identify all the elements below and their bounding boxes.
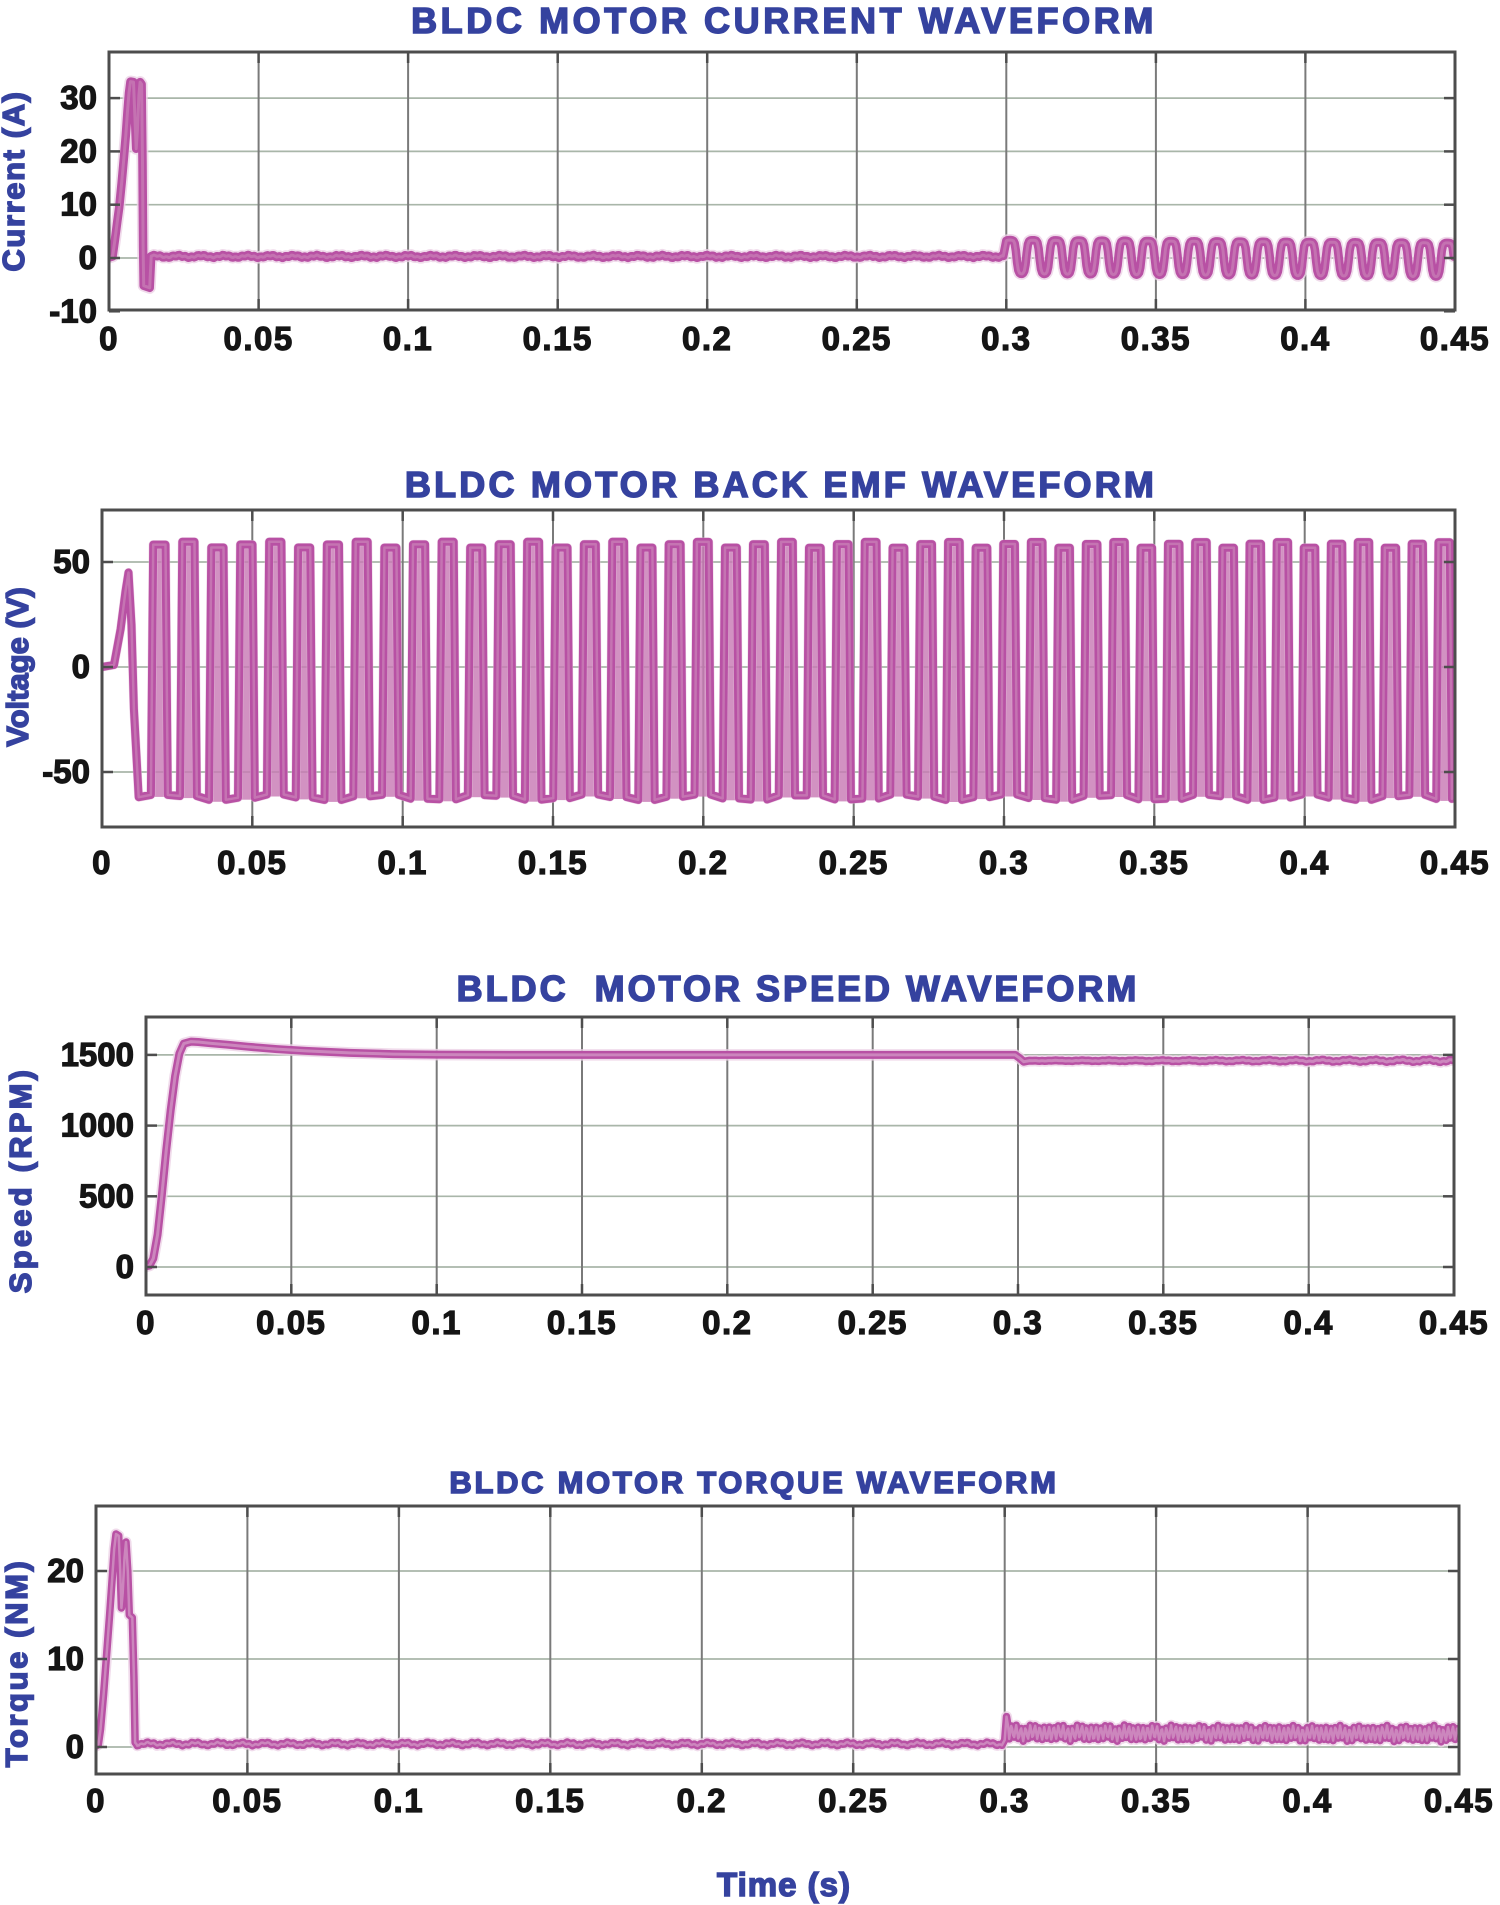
svg-text:1500: 1500: [61, 1036, 134, 1073]
svg-text:0.4: 0.4: [1280, 844, 1330, 881]
svg-text:0: 0: [79, 239, 97, 276]
svg-text:0: 0: [116, 1248, 134, 1285]
svg-text:0: 0: [66, 1728, 84, 1765]
svg-text:0.25: 0.25: [818, 1782, 888, 1819]
svg-text:0: 0: [136, 1304, 156, 1341]
svg-text:Speed (RPM): Speed (RPM): [3, 1067, 38, 1293]
svg-text:0.2: 0.2: [682, 320, 732, 357]
svg-text:0.35: 0.35: [1121, 320, 1191, 357]
svg-text:0.4: 0.4: [1280, 320, 1330, 357]
svg-text:0.3: 0.3: [980, 1782, 1030, 1819]
svg-text:0: 0: [99, 320, 119, 357]
svg-text:0.05: 0.05: [217, 844, 287, 881]
svg-text:BLDC MOTOR CURRENT WAVEFORM: BLDC MOTOR CURRENT WAVEFORM: [411, 0, 1157, 41]
svg-text:BLDC MOTOR BACK EMF WAVEFORM: BLDC MOTOR BACK EMF WAVEFORM: [405, 464, 1157, 505]
svg-text:0.4: 0.4: [1284, 1304, 1334, 1341]
svg-text:50: 50: [53, 543, 90, 580]
svg-text:0.2: 0.2: [702, 1304, 752, 1341]
svg-text:-50: -50: [42, 753, 90, 790]
svg-text:0.2: 0.2: [677, 1782, 727, 1819]
svg-text:0.1: 0.1: [374, 1782, 424, 1819]
svg-text:0.3: 0.3: [981, 320, 1031, 357]
svg-text:20: 20: [60, 132, 97, 169]
svg-text:0.35: 0.35: [1121, 1782, 1191, 1819]
svg-text:0.25: 0.25: [838, 1304, 908, 1341]
svg-text:Torque (NM): Torque (NM): [0, 1559, 34, 1768]
svg-text:0.25: 0.25: [819, 844, 889, 881]
svg-text:10: 10: [60, 186, 97, 223]
svg-text:0.15: 0.15: [515, 1782, 585, 1819]
svg-text:Current (A): Current (A): [0, 90, 31, 271]
svg-text:0.1: 0.1: [378, 844, 428, 881]
svg-text:500: 500: [79, 1177, 134, 1214]
svg-text:0: 0: [92, 844, 112, 881]
svg-text:0.15: 0.15: [523, 320, 593, 357]
svg-text:0.45: 0.45: [1424, 1782, 1494, 1819]
svg-text:30: 30: [60, 79, 97, 116]
svg-text:0.45: 0.45: [1419, 1304, 1489, 1341]
svg-text:Voltage (V): Voltage (V): [0, 587, 35, 747]
svg-text:BLDC MOTOR SPEED WAVEFORM: BLDC MOTOR SPEED WAVEFORM: [457, 968, 1140, 1009]
svg-text:0.3: 0.3: [979, 844, 1029, 881]
svg-text:0: 0: [86, 1782, 106, 1819]
svg-text:0.3: 0.3: [993, 1304, 1043, 1341]
svg-text:-10: -10: [49, 292, 97, 329]
svg-text:0.35: 0.35: [1119, 844, 1189, 881]
svg-text:0.15: 0.15: [518, 844, 588, 881]
svg-text:BLDC MOTOR TORQUE WAVEFORM: BLDC MOTOR TORQUE WAVEFORM: [449, 1465, 1058, 1500]
svg-text:0.1: 0.1: [412, 1304, 462, 1341]
svg-text:0.05: 0.05: [223, 320, 293, 357]
svg-text:Time (s): Time (s): [717, 1866, 851, 1903]
svg-text:0.35: 0.35: [1128, 1304, 1198, 1341]
svg-text:0.45: 0.45: [1420, 320, 1490, 357]
svg-text:0.2: 0.2: [678, 844, 728, 881]
svg-text:0: 0: [72, 648, 90, 685]
svg-text:1000: 1000: [61, 1107, 134, 1144]
svg-text:0.15: 0.15: [547, 1304, 617, 1341]
svg-text:0.4: 0.4: [1282, 1782, 1332, 1819]
svg-text:20: 20: [47, 1552, 84, 1589]
svg-text:10: 10: [47, 1640, 84, 1677]
svg-text:0.05: 0.05: [256, 1304, 326, 1341]
svg-text:0.25: 0.25: [822, 320, 892, 357]
svg-text:0.05: 0.05: [212, 1782, 282, 1819]
svg-text:0.45: 0.45: [1420, 844, 1490, 881]
svg-text:0.1: 0.1: [383, 320, 433, 357]
